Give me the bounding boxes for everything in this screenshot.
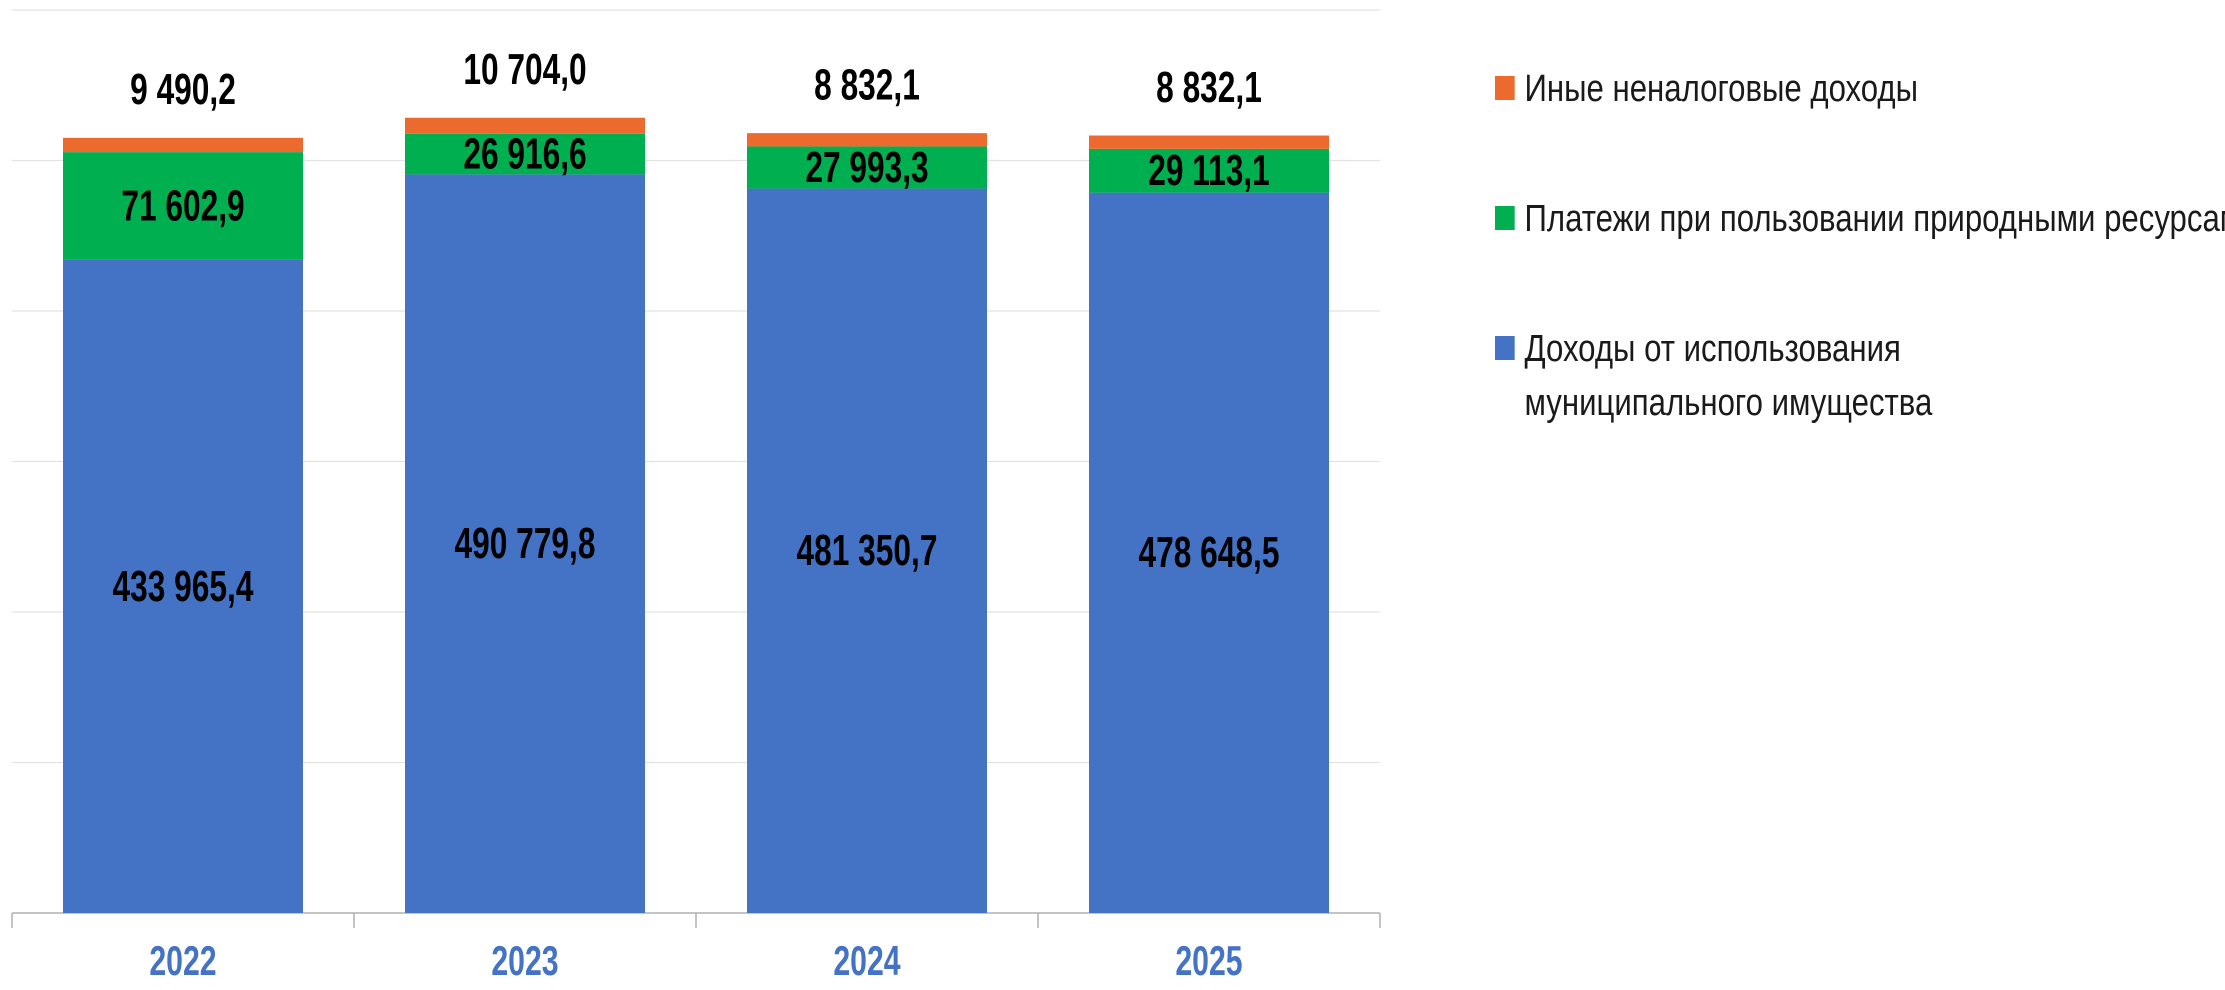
x-tick-label-2025: 2025 [1175, 937, 1242, 984]
data-label-municipal-property-2024: 481 350,7 [797, 526, 938, 575]
data-label-natural-resources-2024: 27 993,3 [805, 143, 928, 192]
legend-label-natural-resources: Платежи при пользовании природными ресур… [1524, 198, 2225, 240]
x-tick-label-2023: 2023 [491, 937, 558, 984]
legend-swatch-other [1495, 76, 1515, 100]
bar-segment-0-2022 [63, 259, 303, 913]
legend-swatch-natural-resources [1495, 206, 1515, 230]
data-label-municipal-property-2023: 490 779,8 [455, 519, 596, 568]
bar-segment-1-2024 [747, 146, 987, 189]
data-label-municipal-property-2025: 478 648,5 [1139, 528, 1280, 577]
data-label-natural-resources-2022: 71 602,9 [121, 181, 244, 230]
data-label-natural-resources-2025: 29 113,1 [1148, 146, 1270, 195]
legend: Иные неналоговые доходы Платежи при поль… [1495, 62, 2225, 506]
bar-segment-1-2025 [1089, 148, 1329, 193]
data-label-other-2022: 9 490,2 [130, 65, 236, 114]
bar-segment-2-2024 [747, 133, 987, 147]
stacked-bar-chart: 433 965,4 71 602,9 9 490,2 2022 490 779,8 26 … [11, 9, 1381, 984]
legend-item-natural-resources: Платежи при пользовании природными ресур… [1495, 192, 2225, 246]
data-label-municipal-property-2022: 433 965,4 [113, 562, 254, 611]
legend-item-municipal-property: Доходы от использования муниципального и… [1495, 322, 2017, 430]
bar-segment-0-2025 [1089, 192, 1329, 913]
legend-label-municipal-property: Доходы от использования муниципального и… [1524, 328, 1933, 424]
legend-item-other: Иные неналоговые доходы [1495, 62, 2085, 116]
data-label-other-2025: 8 832,1 [1156, 63, 1262, 112]
legend-label-other: Иные неналоговые доходы [1524, 68, 1919, 110]
bar-segment-0-2023 [405, 174, 645, 913]
bar-segment-2-2022 [63, 137, 303, 153]
data-label-natural-resources-2023: 26 916,6 [463, 129, 586, 178]
x-tick-label-2024: 2024 [833, 937, 901, 984]
bar-segment-0-2024 [747, 188, 987, 913]
bar-segment-1-2023 [405, 133, 645, 175]
bar-segment-2-2023 [405, 117, 645, 134]
bar-segment-2-2025 [1089, 135, 1329, 149]
data-label-other-2024: 8 832,1 [814, 60, 920, 109]
legend-swatch-municipal-property [1495, 336, 1515, 360]
data-label-other-2023: 10 704,0 [463, 45, 586, 94]
bar-segment-1-2022 [63, 152, 303, 260]
x-tick-label-2022: 2022 [149, 937, 216, 984]
